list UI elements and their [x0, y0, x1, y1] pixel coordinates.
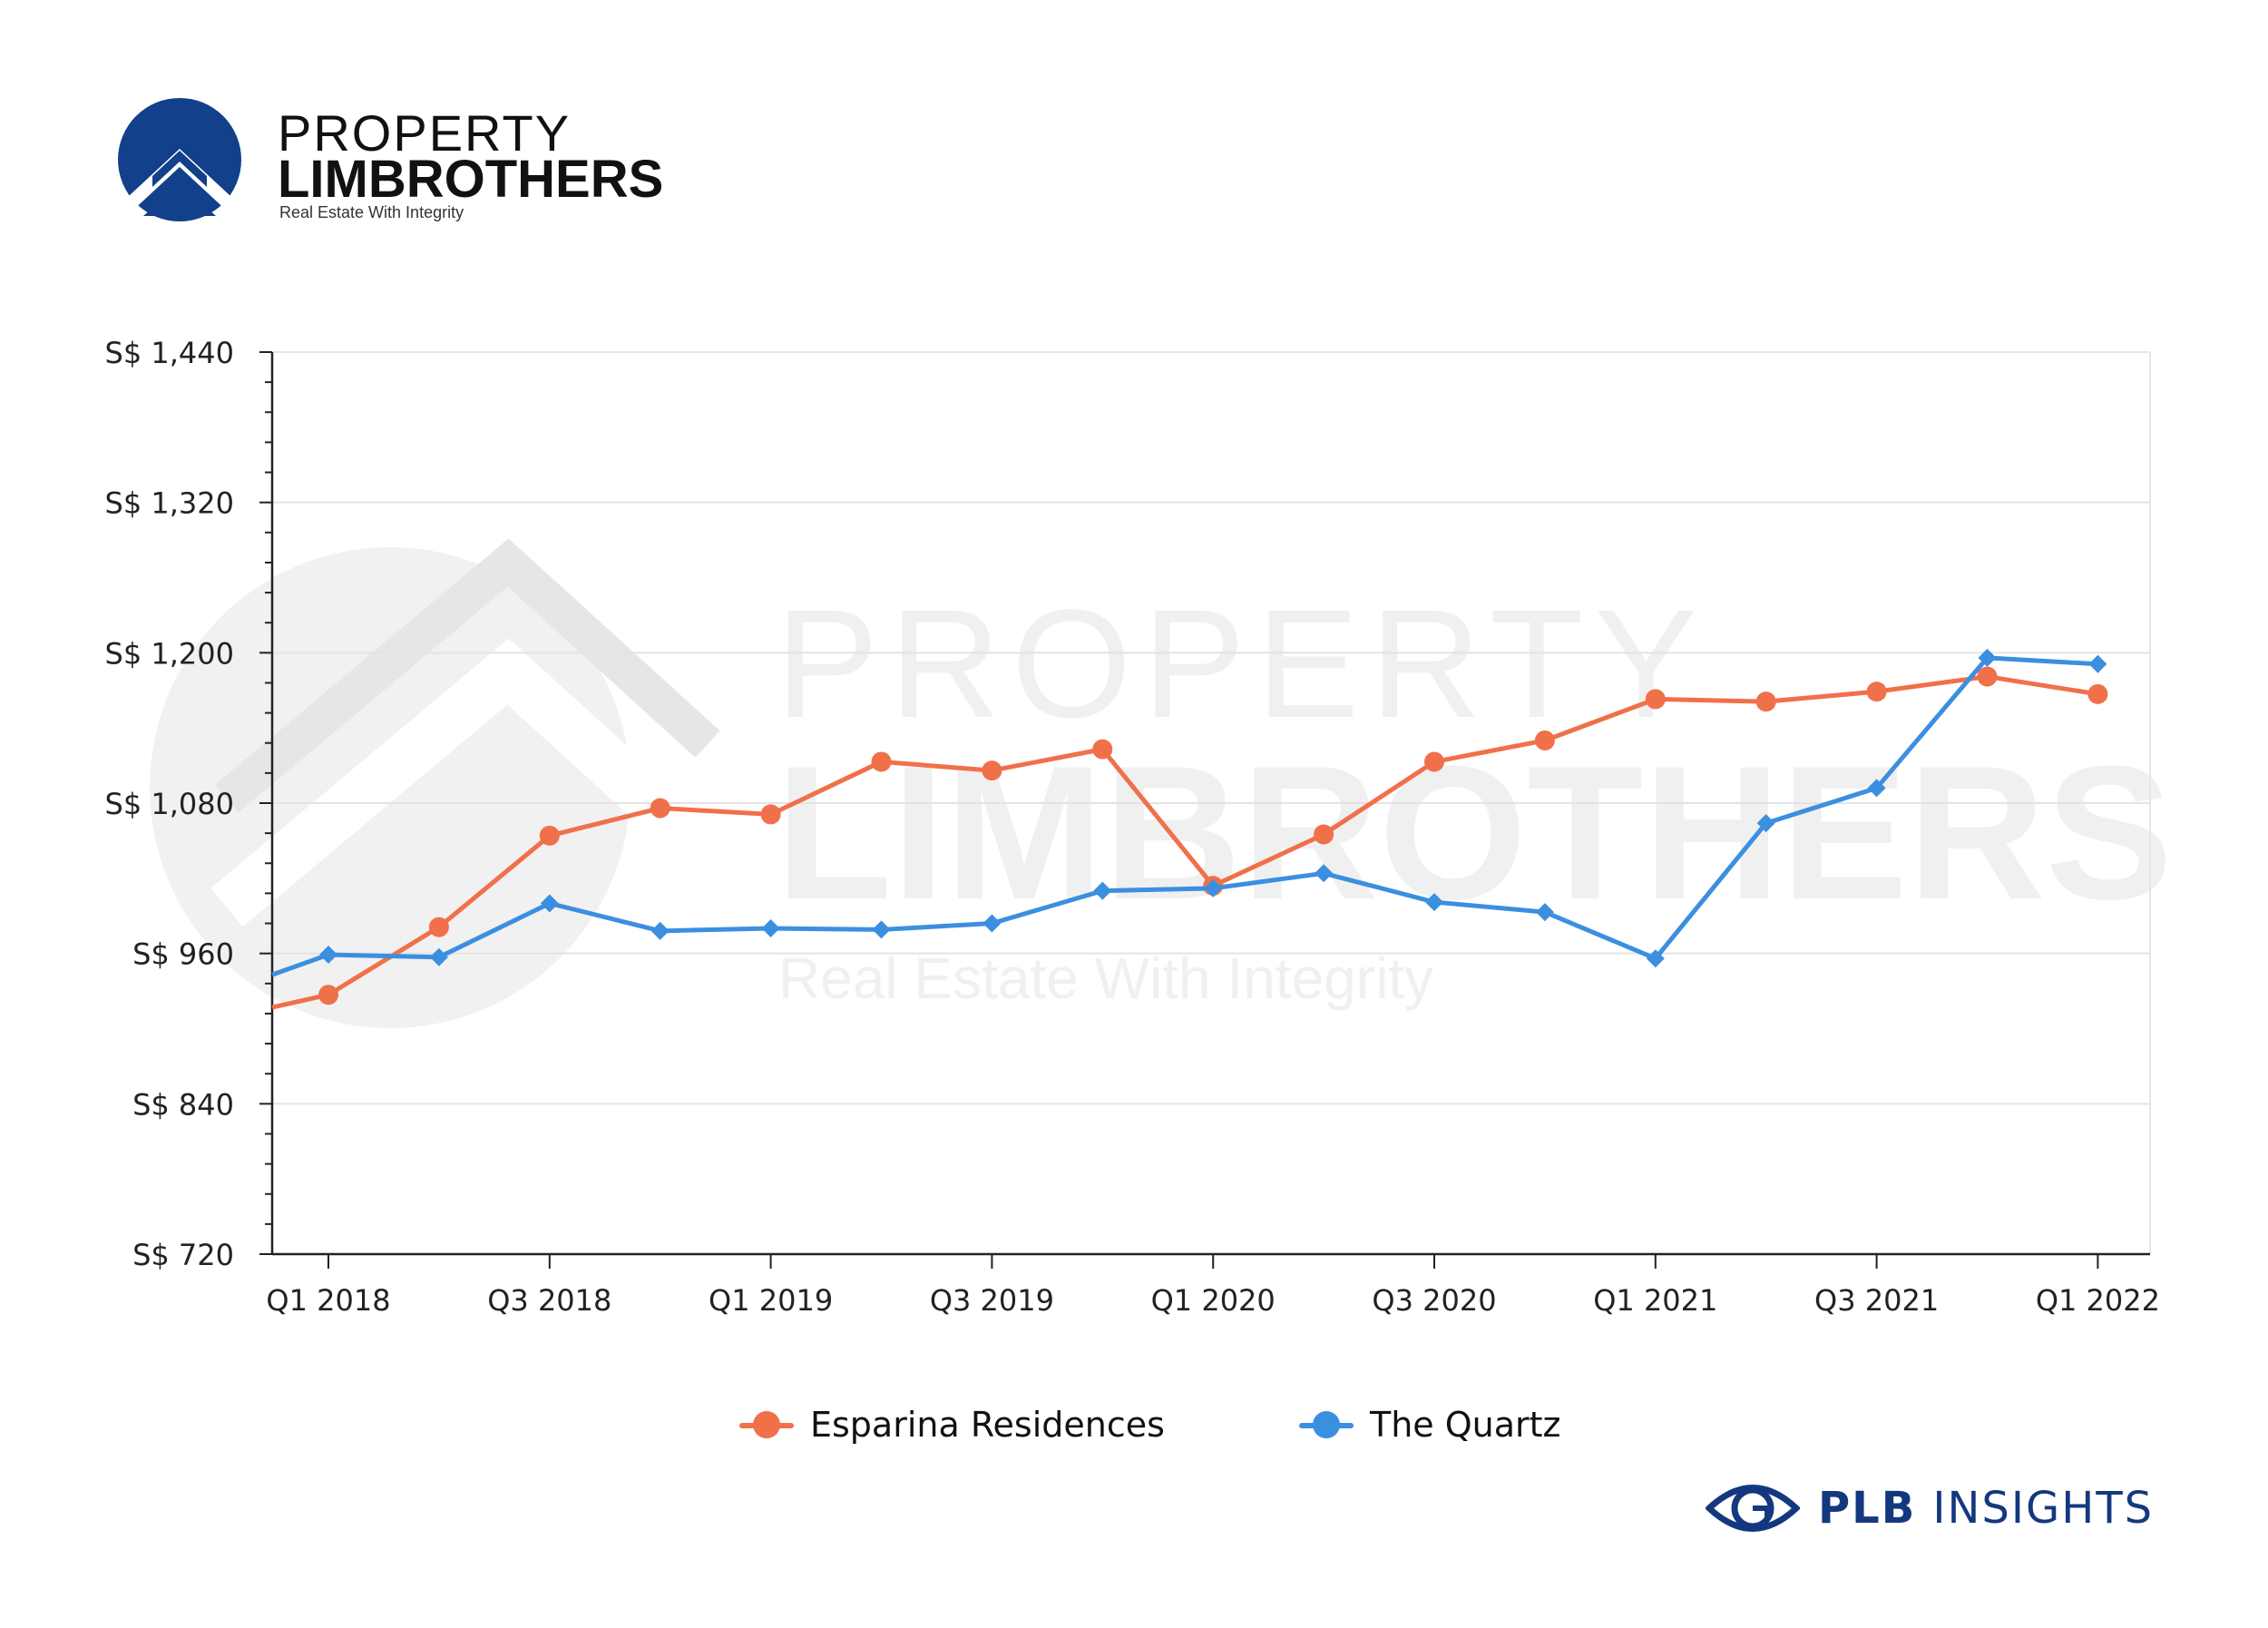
data-point — [871, 751, 892, 772]
y-tick-label: S$ 960 — [132, 937, 234, 972]
x-tick-label: Q1 2019 — [709, 1283, 833, 1318]
data-point — [2088, 654, 2107, 673]
x-tick-label: Q3 2018 — [487, 1283, 611, 1318]
data-point — [1314, 824, 1334, 845]
data-point — [1646, 949, 1665, 968]
data-point — [319, 946, 337, 965]
footer-brand-bold: PLB — [1818, 1483, 1917, 1534]
y-axis-ticks: S$ 720 S$ 840 S$ 960 S$ 1,080 S$ 1,200 S$ 1,3… — [105, 336, 272, 1272]
footer-brand: PLB INSIGHTS — [1706, 1472, 2154, 1545]
data-point — [1978, 648, 1997, 667]
x-tick-label: Q1 2018 — [266, 1283, 390, 1318]
watermark-chevron — [210, 638, 725, 927]
series-line — [271, 674, 2098, 1010]
y-tick-label: S$ 1,200 — [105, 636, 234, 671]
footer-brand-rest: INSIGHTS — [1932, 1483, 2155, 1534]
data-point — [982, 760, 1002, 781]
series-quartz — [271, 648, 2107, 977]
data-point — [1092, 739, 1113, 760]
watermark-text-3: Real Estate With Integrity — [778, 946, 1433, 1011]
series-layer — [271, 648, 2108, 1010]
data-point — [1424, 751, 1444, 772]
y-tick-label: S$ 840 — [132, 1087, 234, 1122]
data-point — [539, 825, 560, 846]
legend-swatch-quartz — [1299, 1411, 1354, 1438]
gridlines — [272, 351, 2151, 1254]
brand-name-line1: PROPERTY — [278, 104, 572, 162]
data-point — [2087, 683, 2108, 704]
watermark: PROPERTY LIMBROTHERS Real Estate With In… — [150, 538, 2173, 1028]
y-tick-label: S$ 1,080 — [105, 787, 234, 821]
watermark-text-1: PROPERTY — [776, 578, 1708, 750]
x-tick-label: Q3 2019 — [930, 1283, 1054, 1318]
data-point — [1425, 893, 1443, 912]
eye-g-icon — [1706, 1485, 1800, 1532]
data-point — [1093, 881, 1112, 900]
data-point — [761, 919, 780, 938]
watermark-chevron-2 — [215, 538, 720, 813]
legend-item-esparina[interactable]: Esparina Residences — [739, 1398, 1165, 1452]
data-point — [650, 798, 670, 819]
x-tick-label: Q1 2022 — [2036, 1283, 2160, 1318]
data-point — [982, 914, 1002, 933]
series-esparina — [271, 666, 2108, 1010]
legend-label-esparina: Esparina Residences — [810, 1405, 1165, 1445]
data-point — [1535, 903, 1554, 922]
data-point — [428, 917, 449, 937]
data-point — [540, 894, 559, 913]
x-tick-label: Q1 2021 — [1593, 1283, 1717, 1318]
data-point — [1755, 691, 1776, 712]
data-point — [1867, 779, 1886, 798]
data-point — [1534, 730, 1555, 750]
legend-item-quartz[interactable]: The Quartz — [1299, 1398, 1561, 1452]
x-tick-label: Q1 2020 — [1151, 1283, 1276, 1318]
legend: Esparina Residences The Quartz — [0, 1398, 2268, 1452]
y-tick-label: S$ 1,320 — [105, 486, 234, 521]
data-point — [1204, 878, 1223, 897]
data-point — [318, 985, 338, 1005]
data-point — [760, 804, 781, 825]
y-tick-label: S$ 720 — [132, 1238, 234, 1272]
legend-label-quartz: The Quartz — [1370, 1405, 1561, 1445]
brand-header: PROPERTY LIMBROTHERS Real Estate With In… — [116, 96, 664, 232]
y-tick-label: S$ 1,440 — [105, 336, 234, 370]
data-point — [872, 920, 891, 939]
data-point — [1756, 814, 1775, 833]
legend-swatch-esparina — [739, 1411, 794, 1438]
data-point — [1645, 689, 1666, 710]
data-point — [429, 947, 448, 966]
x-tick-label: Q3 2020 — [1372, 1283, 1496, 1318]
series-line — [271, 655, 2098, 977]
x-tick-label: Q3 2021 — [1814, 1283, 1939, 1318]
brand-tagline: Real Estate With Integrity — [279, 203, 464, 221]
property-limbrothers-logo-icon — [118, 98, 241, 221]
data-point — [1315, 864, 1334, 883]
brand-name-line2: LIMBROTHERS — [278, 150, 664, 209]
x-axis-ticks: Q1 2018 Q3 2018 Q1 2019 Q3 2019 Q1 2020 Q3 20… — [266, 1254, 2160, 1318]
data-point — [650, 921, 670, 940]
data-point — [1866, 682, 1887, 702]
data-point — [1977, 666, 1998, 687]
